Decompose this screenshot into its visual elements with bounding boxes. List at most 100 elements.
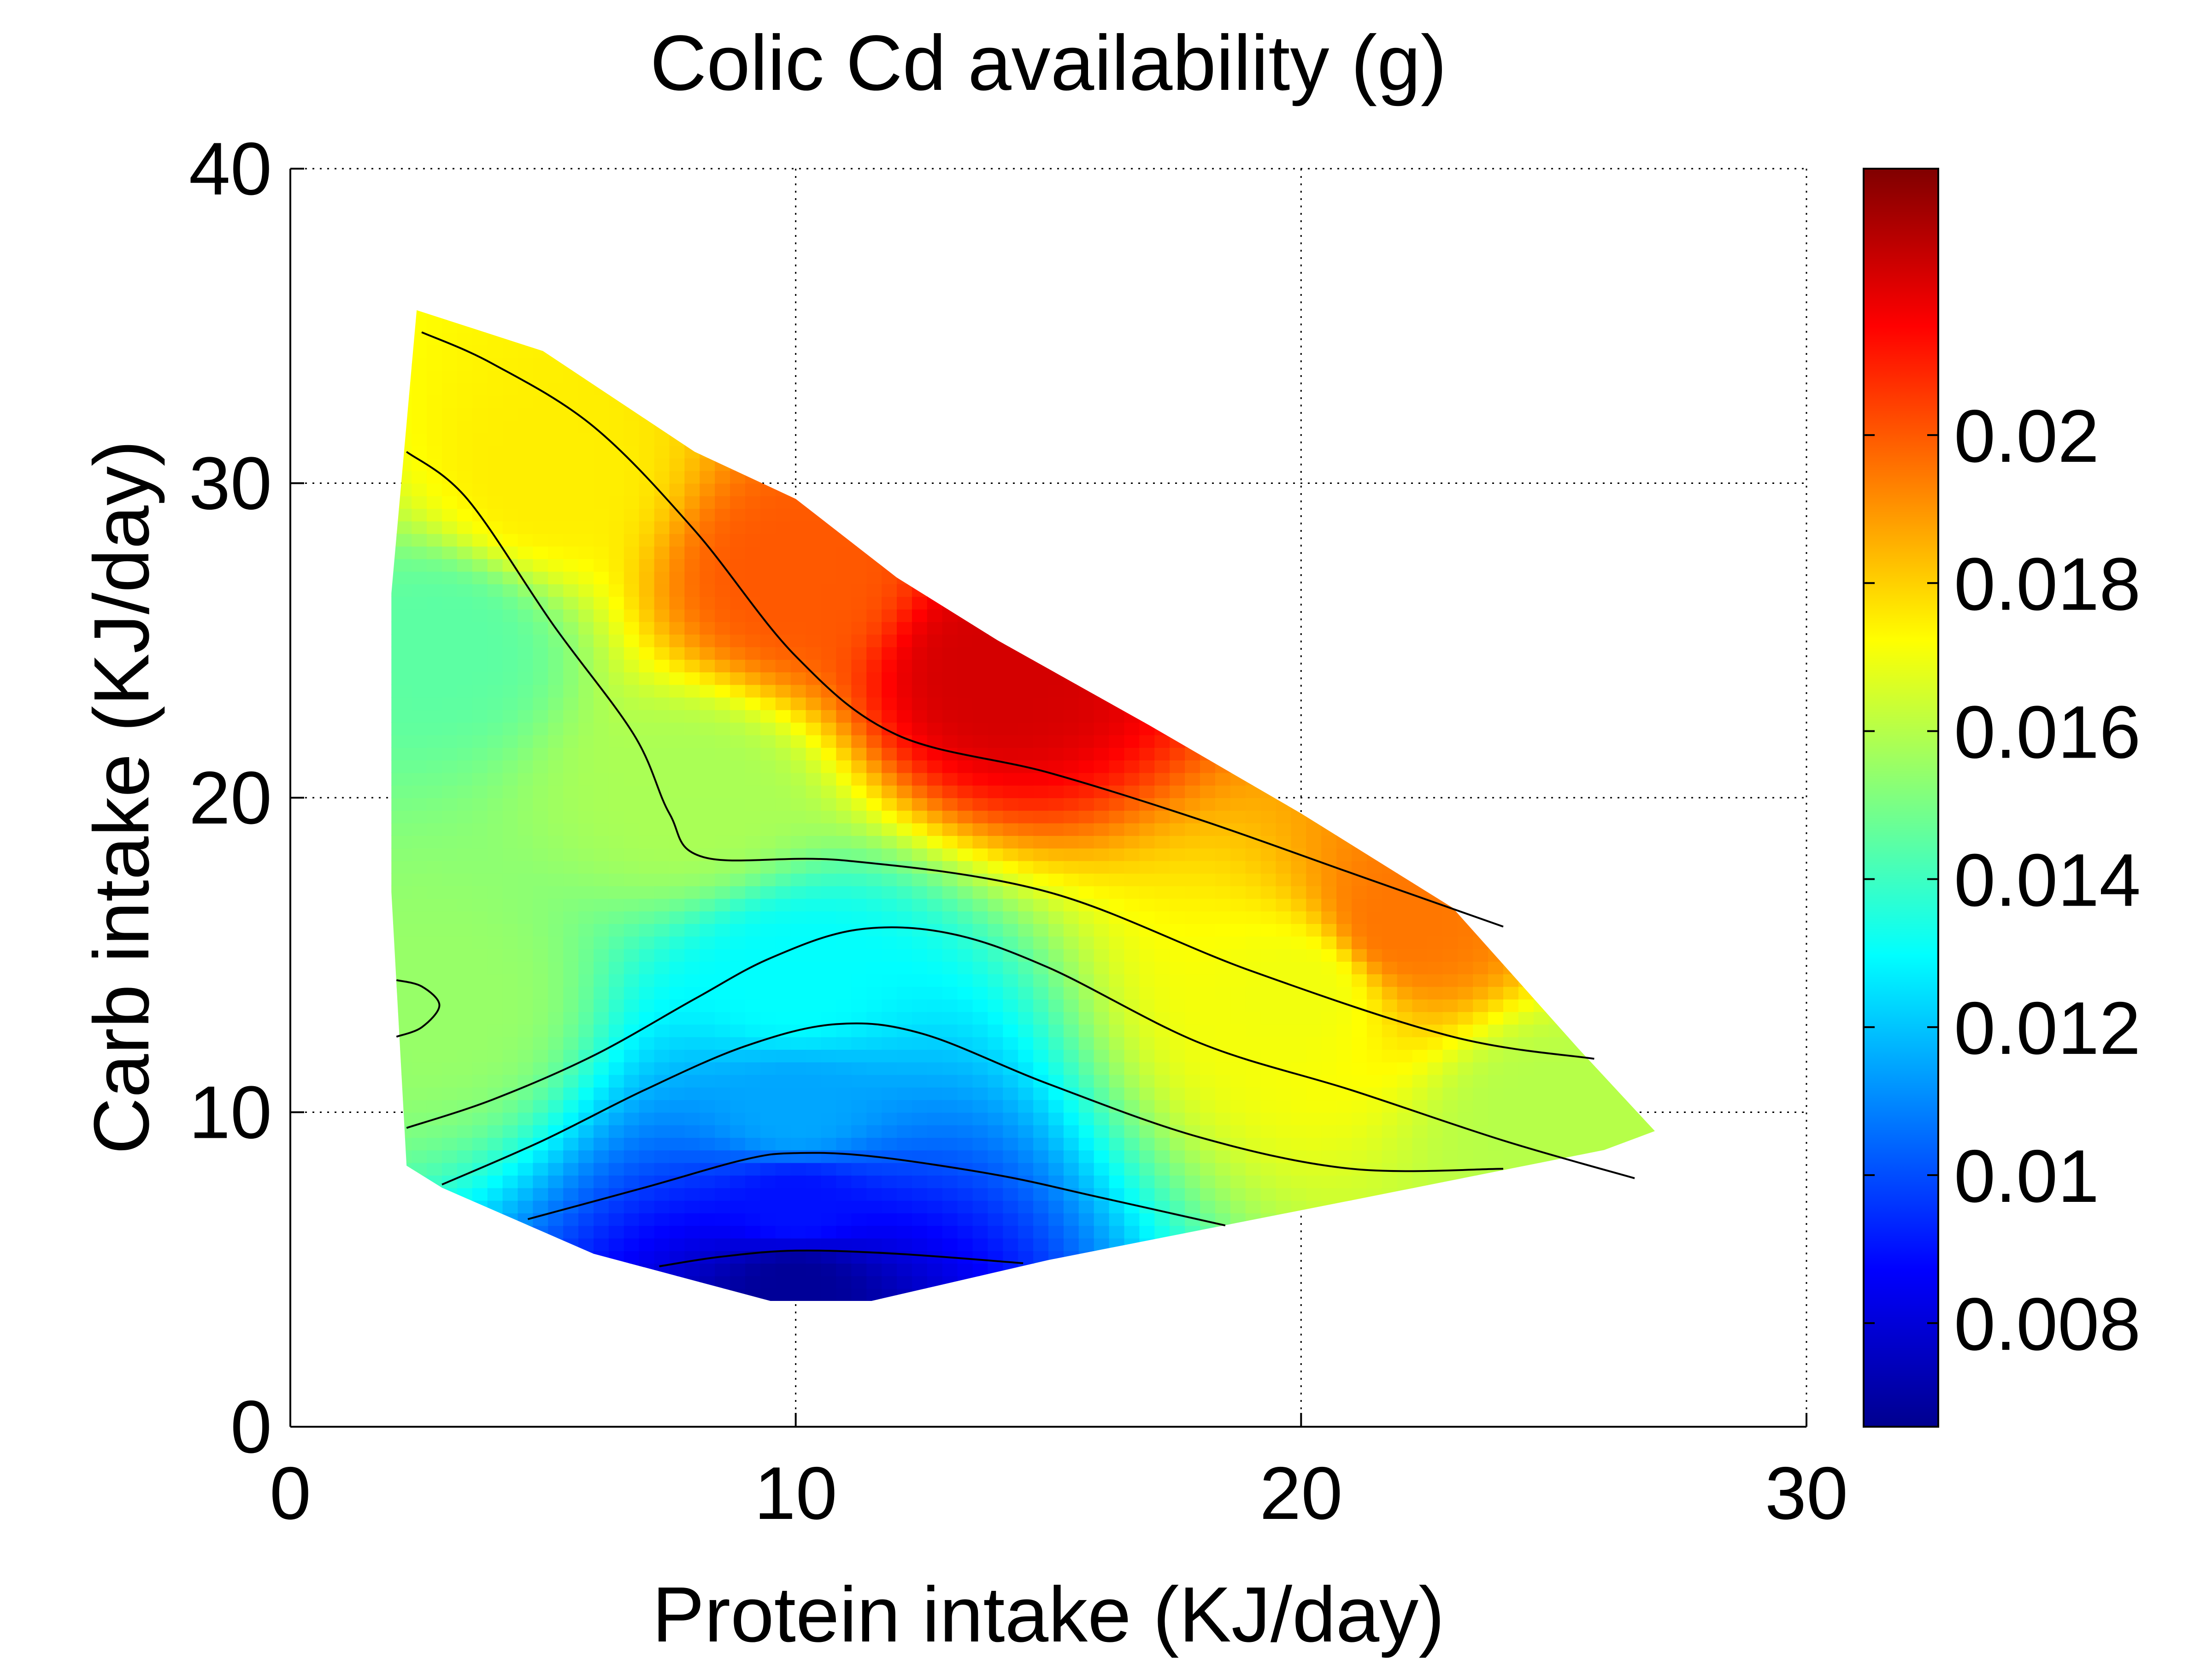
heatmap-cell: [427, 1137, 442, 1151]
heatmap-cell: [1003, 772, 1019, 786]
heatmap-cell: [1260, 961, 1277, 975]
heatmap-cell: [700, 471, 716, 484]
heatmap-cell: [518, 508, 534, 522]
heatmap-cell: [427, 747, 442, 761]
heatmap-cell: [988, 785, 1004, 798]
heatmap-cell: [1109, 936, 1125, 949]
heatmap-cell: [972, 860, 988, 874]
heatmap-cell: [912, 835, 928, 849]
heatmap-cell: [1245, 1188, 1261, 1201]
heatmap-cell: [927, 1225, 943, 1239]
heatmap-cell: [1094, 1024, 1110, 1037]
heatmap-cell: [457, 798, 473, 811]
heatmap-cell: [1260, 1188, 1277, 1201]
heatmap-cell: [897, 709, 912, 723]
heatmap-cell: [1003, 886, 1019, 899]
heatmap-cell: [912, 911, 928, 924]
heatmap-cell: [533, 659, 549, 672]
heatmap-cell: [882, 772, 897, 786]
heatmap-cell: [821, 823, 837, 836]
heatmap-cell: [1230, 1074, 1246, 1088]
heatmap-cell: [1063, 986, 1079, 1000]
heatmap-cell: [457, 873, 473, 887]
heatmap-cell: [457, 735, 473, 748]
heatmap-cell: [882, 1137, 897, 1151]
heatmap-cell: [472, 999, 488, 1012]
heatmap-cell: [487, 382, 503, 396]
heatmap-cell: [1124, 835, 1140, 849]
heatmap-cell: [821, 1162, 837, 1176]
heatmap-cell: [760, 609, 776, 622]
heatmap-cell: [533, 898, 549, 912]
heatmap-cell: [700, 823, 716, 836]
heatmap-cell: [427, 697, 442, 710]
heatmap-cell: [442, 634, 458, 647]
heatmap-cell: [412, 533, 428, 547]
heatmap-cell: [442, 1137, 458, 1151]
heatmap-cell: [391, 760, 397, 773]
heatmap-cell: [1003, 659, 1019, 672]
heatmap-cell: [1018, 1124, 1034, 1138]
heatmap-cell: [533, 634, 549, 647]
heatmap-cell: [563, 911, 579, 924]
heatmap-cell: [457, 974, 473, 987]
heatmap-cell: [578, 596, 594, 610]
heatmap-cell: [1048, 1225, 1064, 1239]
heatmap-cell: [1276, 986, 1292, 1000]
heatmap-cell: [715, 1124, 731, 1138]
heatmap-cell: [790, 898, 806, 912]
heatmap-cell: [624, 697, 640, 710]
heatmap-cell: [594, 433, 609, 446]
heatmap-cell: [836, 961, 852, 975]
heatmap-cell: [972, 823, 988, 836]
heatmap-cell: [1109, 848, 1125, 861]
heatmap-cell: [487, 722, 503, 735]
heatmap-cell: [806, 1212, 822, 1226]
heatmap-cell: [396, 999, 412, 1012]
heatmap-cell: [1063, 697, 1079, 710]
heatmap-cell: [988, 911, 1004, 924]
heatmap-cell: [836, 1225, 852, 1239]
heatmap-cell: [988, 684, 1004, 698]
heatmap-cell: [457, 382, 473, 396]
heatmap-cell: [1003, 961, 1019, 975]
heatmap-cell: [669, 974, 685, 987]
heatmap-cell: [1003, 684, 1019, 698]
heatmap-cell: [1109, 1212, 1125, 1226]
heatmap-cell: [730, 860, 746, 874]
heatmap-cell: [502, 571, 518, 584]
heatmap-cell: [745, 583, 761, 597]
heatmap-cell: [806, 873, 822, 887]
heatmap-cell: [1154, 948, 1171, 962]
heatmap-cell: [563, 1137, 579, 1151]
heatmap-cell: [806, 1162, 822, 1176]
heatmap-cell: [1094, 823, 1110, 836]
heatmap-cell: [851, 1288, 867, 1301]
heatmap-cell: [760, 1175, 776, 1188]
heatmap-cell: [897, 1112, 912, 1125]
heatmap-cell: [1200, 1100, 1216, 1113]
heatmap-cell: [578, 521, 594, 534]
heatmap-cell: [1185, 860, 1200, 874]
heatmap-cell: [1018, 747, 1034, 761]
heatmap-cell: [442, 873, 458, 887]
heatmap-cell: [790, 772, 806, 786]
heatmap-cell: [1291, 873, 1307, 887]
heatmap-cell: [730, 823, 746, 836]
heatmap-cell: [745, 659, 761, 672]
heatmap-cell: [1094, 1162, 1110, 1176]
heatmap-cell: [897, 1087, 912, 1100]
heatmap-cell: [608, 533, 624, 547]
heatmap-cell: [533, 1012, 549, 1025]
heatmap-cell: [457, 458, 473, 471]
heatmap-cell: [897, 1074, 912, 1088]
heatmap-cell: [1215, 1100, 1231, 1113]
heatmap-cell: [1260, 886, 1277, 899]
heatmap-cell: [715, 1012, 731, 1025]
heatmap-cell: [1109, 823, 1125, 836]
heatmap-cell: [927, 911, 943, 924]
heatmap-cell: [391, 596, 397, 610]
heatmap-cell: [654, 1188, 670, 1201]
heatmap-cell: [745, 1162, 761, 1176]
heatmap-cell: [412, 760, 428, 773]
